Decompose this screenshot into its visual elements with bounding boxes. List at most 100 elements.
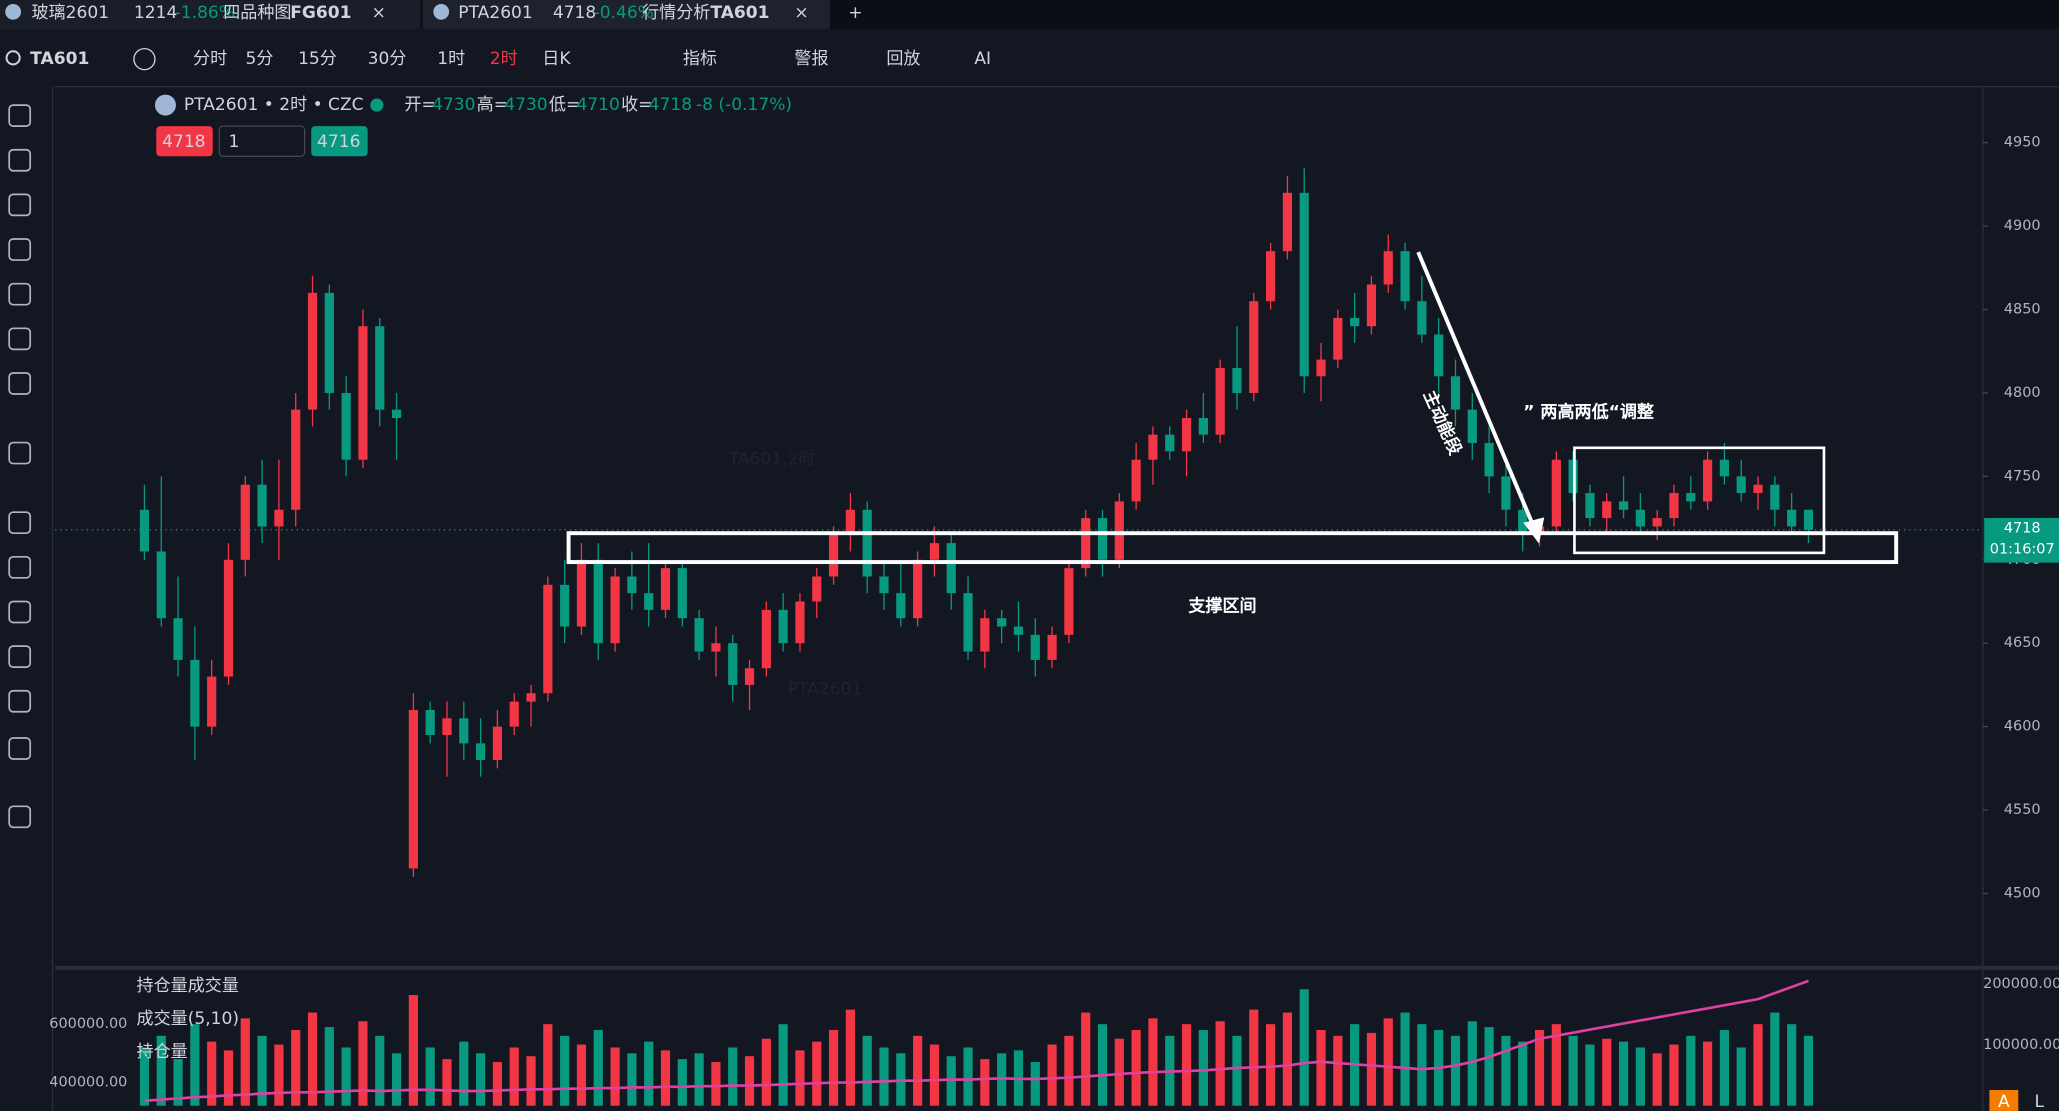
volume-bar [139, 1047, 150, 1106]
volume-bar [963, 1047, 973, 1106]
y-tick-label: 4650 [2004, 635, 2041, 651]
candle-body [240, 484, 250, 560]
candle-body [677, 568, 687, 619]
tool-icon[interactable] [8, 148, 32, 172]
volume-bar [1803, 1035, 1814, 1106]
y-tick-label: 4550 [2004, 802, 2041, 818]
period-button[interactable]: 5分 [246, 49, 274, 69]
volume-bar [711, 1062, 721, 1106]
period-button[interactable]: 分时 [193, 49, 227, 69]
countdown: 01:16:07 [1990, 541, 2055, 557]
y2-tick-label: 100000.00 [1983, 1037, 2059, 1053]
toolbar-button[interactable]: 回放 [886, 49, 920, 69]
tool-icon[interactable] [8, 645, 32, 668]
tab[interactable] [0, 0, 421, 29]
tool-icon[interactable] [8, 282, 32, 306]
auto-button[interactable] [1989, 1089, 2019, 1111]
volume-bar [1282, 1012, 1292, 1106]
candle-body [711, 643, 721, 652]
tool-icon[interactable] [8, 689, 32, 713]
tool-icon[interactable] [8, 805, 32, 829]
tab-view: 四品种图 [223, 3, 291, 23]
candle-body [879, 576, 889, 594]
arrow-head [1523, 517, 1545, 544]
tool-icon[interactable] [8, 441, 32, 465]
period-button[interactable]: 2时 [490, 49, 518, 69]
symbol[interactable]: TA601 [30, 49, 89, 69]
candle-body [980, 618, 990, 652]
candle-body [913, 559, 923, 619]
period-button[interactable]: 30分 [368, 49, 407, 69]
candle-body [929, 543, 940, 560]
log-label[interactable]: L [2035, 1092, 2045, 1111]
toolbar-button[interactable]: 指标 [683, 49, 717, 69]
sell-button[interactable] [156, 126, 213, 157]
candle-body [1013, 626, 1024, 635]
volume-bar [1333, 1035, 1343, 1106]
candle-body [156, 551, 166, 619]
qty-input[interactable] [218, 125, 306, 157]
period-button[interactable]: 15分 [298, 49, 337, 69]
volume-bar [425, 1047, 435, 1106]
volume-bar [1047, 1044, 1057, 1106]
ohlc-label: 高= [477, 95, 508, 115]
volume-bar [1467, 1021, 1477, 1106]
tool-icon[interactable] [8, 372, 32, 395]
period-button[interactable]: 日K [542, 49, 571, 69]
volume-bar [291, 1029, 301, 1106]
tab[interactable] [422, 0, 830, 29]
tab-icon [433, 3, 450, 20]
volume-bar [207, 1041, 217, 1106]
volume-bar [173, 1059, 183, 1106]
tool-icon[interactable] [8, 737, 32, 760]
tool-icon[interactable] [8, 600, 32, 624]
tab-close[interactable]: × [794, 3, 808, 23]
volume-bar [1215, 1021, 1225, 1106]
tool-icon[interactable] [8, 511, 32, 535]
search-icon [5, 50, 21, 66]
tool-icon[interactable] [8, 238, 32, 261]
volume-bar [1030, 1062, 1040, 1106]
volume-bar [1383, 1018, 1393, 1106]
candle-body [1585, 493, 1595, 519]
toolbar-button[interactable]: 警报 [794, 49, 828, 69]
buy-button[interactable] [311, 126, 368, 157]
candle-body [610, 576, 620, 644]
candle-body [1383, 251, 1393, 285]
auto-label: A [1998, 1092, 2010, 1111]
arrow [1416, 251, 1539, 534]
candle-body [442, 718, 452, 735]
tool-icon[interactable] [8, 193, 32, 217]
volume-bar [1770, 1012, 1780, 1106]
tab-icon [5, 3, 22, 20]
volume-bar [980, 1059, 990, 1106]
tab-close[interactable]: × [372, 3, 386, 23]
volume-bar [375, 1035, 385, 1106]
volume-bar [1249, 1009, 1259, 1106]
ohlc-change: -8 (-0.17%) [696, 95, 792, 115]
add-button[interactable] [133, 47, 156, 71]
open-interest-line [144, 979, 1809, 1103]
candle-body [997, 618, 1007, 627]
tab-code: FG601 [290, 3, 351, 23]
volume-bar [1669, 1044, 1679, 1106]
candle-body [728, 643, 738, 685]
toolbar-button[interactable]: AI [974, 49, 991, 69]
volume-pane [139, 979, 1814, 1106]
period-button[interactable]: 1时 [437, 49, 465, 69]
volume-bar [744, 1056, 755, 1106]
volume-bar [1198, 1029, 1208, 1106]
tool-icon[interactable] [8, 555, 32, 579]
volume-bar [1787, 1024, 1797, 1106]
volume-bar [1064, 1035, 1074, 1106]
volume-bar [1635, 1047, 1645, 1106]
volume-bar [1417, 1024, 1427, 1106]
candle-body [375, 326, 385, 410]
candle-body [862, 509, 872, 577]
volume-bar [1366, 1032, 1377, 1106]
tool-icon[interactable] [8, 327, 32, 351]
tool-icon[interactable] [8, 104, 32, 127]
new-tab[interactable]: + [848, 3, 862, 23]
volume-bar [1232, 1035, 1242, 1106]
